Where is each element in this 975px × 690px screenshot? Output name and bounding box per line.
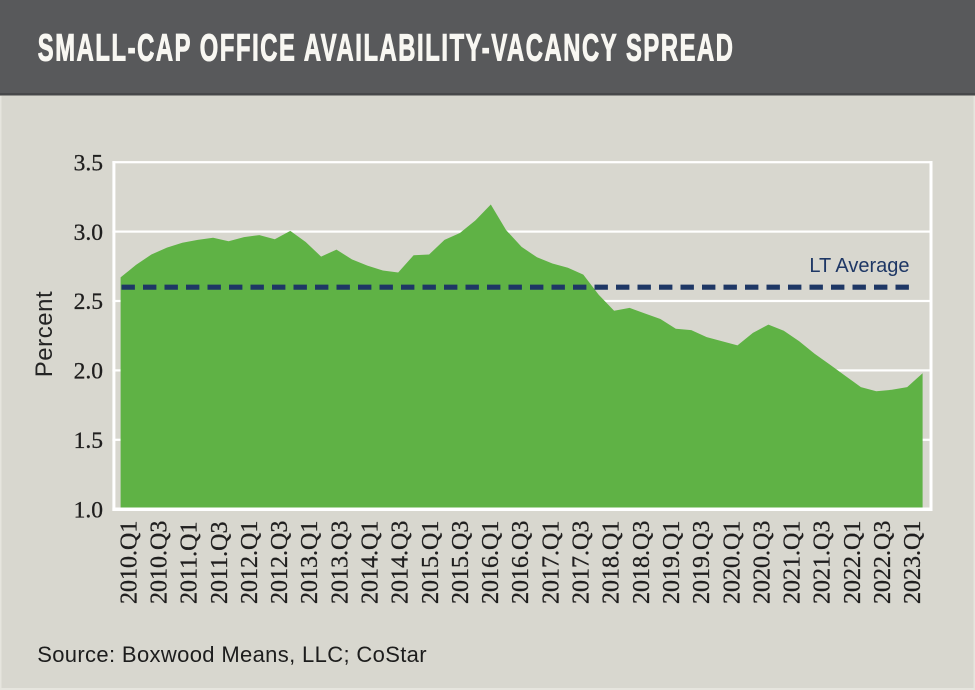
svg-text:2018.Q3: 2018.Q3: [629, 521, 655, 604]
svg-text:2018.Q1: 2018.Q1: [599, 521, 625, 604]
svg-text:3.5: 3.5: [74, 150, 103, 176]
svg-text:2020.Q3: 2020.Q3: [749, 521, 775, 604]
svg-text:2011.Q1: 2011.Q1: [177, 522, 203, 604]
svg-text:Percent: Percent: [31, 291, 58, 378]
svg-text:SMALL-CAP OFFICE AVAILABILITY-: SMALL-CAP OFFICE AVAILABILITY-VACANCY SP…: [38, 26, 735, 69]
svg-text:2020.Q1: 2020.Q1: [719, 521, 745, 604]
svg-text:3.0: 3.0: [74, 220, 103, 246]
svg-text:2.5: 2.5: [74, 289, 103, 315]
svg-text:2015.Q3: 2015.Q3: [448, 521, 474, 604]
svg-text:2010.Q1: 2010.Q1: [116, 521, 142, 604]
svg-text:2022.Q1: 2022.Q1: [840, 521, 866, 604]
svg-text:2022.Q3: 2022.Q3: [870, 521, 896, 604]
svg-text:2019.Q1: 2019.Q1: [659, 521, 685, 604]
svg-text:2013.Q3: 2013.Q3: [327, 521, 353, 604]
svg-text:2019.Q3: 2019.Q3: [689, 521, 715, 604]
svg-text:2013.Q1: 2013.Q1: [297, 521, 323, 604]
svg-text:2016.Q3: 2016.Q3: [508, 521, 534, 604]
svg-text:2.0: 2.0: [74, 359, 103, 385]
svg-text:2010.Q3: 2010.Q3: [147, 521, 173, 604]
svg-text:2021.Q1: 2021.Q1: [780, 521, 806, 604]
svg-text:1.5: 1.5: [74, 428, 103, 454]
svg-text:2016.Q1: 2016.Q1: [478, 521, 504, 604]
svg-text:2017.Q1: 2017.Q1: [538, 521, 564, 604]
svg-text:2021.Q3: 2021.Q3: [810, 521, 836, 604]
svg-text:2014.Q3: 2014.Q3: [388, 521, 414, 604]
svg-text:2012.Q1: 2012.Q1: [237, 521, 263, 604]
svg-text:2014.Q1: 2014.Q1: [358, 521, 384, 604]
svg-text:2023.Q1: 2023.Q1: [900, 521, 926, 604]
svg-text:LT Average: LT Average: [809, 255, 909, 277]
svg-text:2011.Q3: 2011.Q3: [207, 522, 233, 604]
svg-text:1.0: 1.0: [74, 497, 103, 523]
svg-text:2012.Q3: 2012.Q3: [267, 521, 293, 604]
svg-text:2015.Q1: 2015.Q1: [418, 521, 444, 604]
svg-text:2017.Q3: 2017.Q3: [569, 521, 595, 604]
svg-text:Source: Boxwood Means, LLC; Co: Source: Boxwood Means, LLC; CoStar: [37, 642, 427, 667]
